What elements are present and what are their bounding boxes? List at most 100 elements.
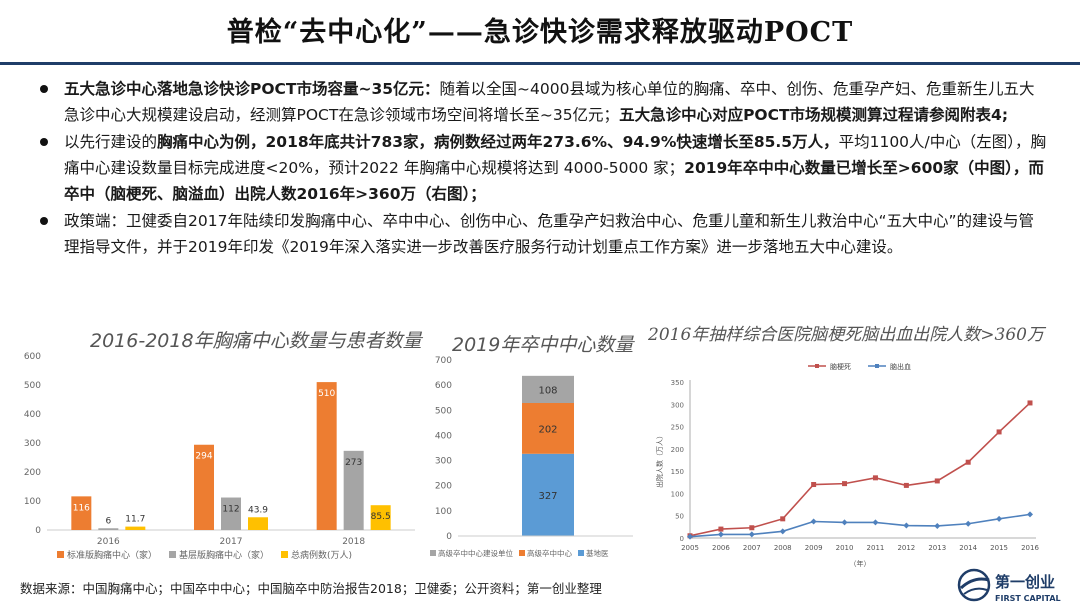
data-point [687, 533, 693, 540]
x-tick-label: 2015 [990, 544, 1008, 552]
legend-label: 基层版胸痛中心（家） [179, 549, 269, 561]
y-tick-label: 0 [680, 535, 684, 543]
legend-swatch [519, 550, 525, 556]
bar [71, 496, 92, 530]
y-axis-label: 出院人数（万人） [655, 432, 664, 488]
chart1-title: 2016-2018年胸痛中心数量与患者数量 [90, 330, 422, 352]
logo-en-text: FIRST CAPITAL [995, 594, 1061, 603]
legend-label: 脑梗死 [830, 362, 851, 371]
bullet-text: 胸痛中心为例，2018年底共计783家，病例数经过两年273.6%、94.9%快… [157, 133, 839, 151]
y-tick-label: 350 [671, 379, 684, 387]
bar [316, 382, 337, 530]
y-tick-label: 250 [671, 424, 684, 432]
data-point [749, 525, 755, 531]
legend-swatch [57, 551, 64, 558]
x-tick-label: 2005 [681, 544, 699, 552]
data-point [934, 478, 940, 484]
y-tick-label: 0 [446, 532, 452, 542]
bar [194, 444, 214, 530]
logo-cn-text: 第一创业 [995, 573, 1055, 591]
globe-icon [957, 568, 991, 602]
x-tick-label: 2011 [867, 544, 885, 552]
y-tick-label: 100 [24, 497, 41, 507]
legend-swatch [578, 550, 584, 556]
legend-label: 总病例数(万人) [291, 549, 352, 561]
bullet-text: 以先行建设的 [64, 133, 158, 151]
legend-swatch [430, 550, 436, 556]
page-title: 普检“去中心化”——急诊快诊需求释放驱动POCT [226, 17, 854, 48]
data-point [811, 482, 817, 488]
x-tick-label: 2017 [220, 537, 243, 547]
bar [98, 528, 119, 530]
x-axis-label: （年） [850, 559, 871, 568]
data-point [717, 531, 724, 538]
data-label: 6 [105, 516, 111, 526]
bar [370, 505, 391, 530]
data-point [934, 522, 941, 529]
legend-swatch [169, 551, 176, 558]
bullet-item: 五大急诊中心落地急诊快诊POCT市场容量~35亿元：随着以全国~4000县域为核… [38, 76, 1048, 128]
bar [343, 450, 364, 530]
data-point [748, 531, 755, 538]
legend-label: 脑出血 [890, 362, 911, 371]
data-point [872, 519, 879, 526]
data-label: 202 [538, 424, 557, 435]
series-line [689, 513, 1031, 538]
y-tick-label: 600 [24, 352, 41, 362]
data-label: 273 [345, 458, 362, 468]
x-tick-label: 2006 [712, 544, 730, 552]
x-tick-label: 2013 [928, 544, 946, 552]
bullet-item: 以先行建设的胸痛中心为例，2018年底共计783家，病例数经过两年273.6%、… [38, 129, 1048, 207]
x-tick-label: 2008 [774, 544, 792, 552]
y-tick-label: 300 [24, 439, 41, 449]
chart2-title: 2019年卒中中心数量 [452, 334, 634, 356]
x-tick-label: 2010 [836, 544, 854, 552]
bullet-text: 政策端：卫健委自2017年陆续印发胸痛中心、卒中中心、创伤中心、危重孕产妇救治中… [64, 212, 1035, 256]
x-tick-label: 2014 [959, 544, 977, 552]
bar [248, 517, 268, 530]
y-tick-label: 0 [35, 526, 41, 536]
bar-segment [522, 402, 574, 454]
legend-label: 基地医 [586, 548, 609, 558]
bullet-text: 2019年卒中中心数量已增长至>600家（中图），而卒中（脑梗死、脑溢血）出院人… [64, 159, 1044, 203]
x-tick-label: 2018 [342, 537, 365, 547]
bullet-text: 五大急诊中心落地急诊快诊POCT市场容量~35亿元： [64, 80, 440, 98]
y-tick-label: 500 [435, 406, 452, 416]
bar-segment [522, 375, 574, 403]
y-tick-label: 200 [435, 482, 452, 492]
y-tick-label: 300 [671, 401, 684, 409]
title-divider [0, 62, 1080, 65]
bullet-item: 政策端：卫健委自2017年陆续印发胸痛中心、卒中中心、创伤中心、危重孕产妇救治中… [38, 208, 1048, 260]
data-point [1027, 511, 1033, 518]
bar-segment [522, 453, 574, 536]
data-point [779, 528, 786, 535]
first-capital-logo: 第一创业 FIRST CAPITAL [957, 568, 1061, 603]
legend-swatch [815, 364, 819, 368]
bullet-text: 五大急诊中心对应POCT市场规模测算过程请参阅附表4; [619, 106, 1009, 124]
data-source-note: 数据来源：中国胸痛中心；中国卒中中心；中国脑卒中防治报告2018；卫健委；公开资… [20, 581, 602, 596]
data-label: 116 [73, 503, 90, 513]
data-label: 112 [222, 505, 239, 515]
data-point [872, 475, 878, 481]
data-label: 11.7 [125, 515, 145, 525]
legend-label: 标准版胸痛中心（家） [67, 549, 157, 561]
y-tick-label: 400 [24, 410, 41, 420]
y-tick-label: 100 [435, 507, 452, 517]
y-tick-label: 50 [675, 513, 684, 521]
bar [221, 497, 241, 530]
data-point [996, 515, 1003, 522]
data-point [965, 459, 971, 465]
bullet-text: 随着以全国~4000县域为核心单位的胸痛、卒中、创伤、危重孕产妇、危重新生儿五大… [64, 80, 1035, 124]
y-tick-label: 500 [24, 381, 41, 391]
y-tick-label: 300 [435, 457, 452, 467]
data-label: 43.9 [248, 505, 268, 515]
y-tick-label: 400 [435, 431, 452, 441]
x-tick-label: 2016 [97, 537, 120, 547]
data-point [718, 526, 724, 532]
data-point [903, 522, 910, 529]
legend-label: 高级卒中中心 [527, 548, 572, 558]
data-label: 294 [195, 452, 212, 462]
legend-swatch [281, 551, 288, 558]
y-tick-label: 200 [24, 468, 41, 478]
x-tick-label: 2009 [805, 544, 823, 552]
